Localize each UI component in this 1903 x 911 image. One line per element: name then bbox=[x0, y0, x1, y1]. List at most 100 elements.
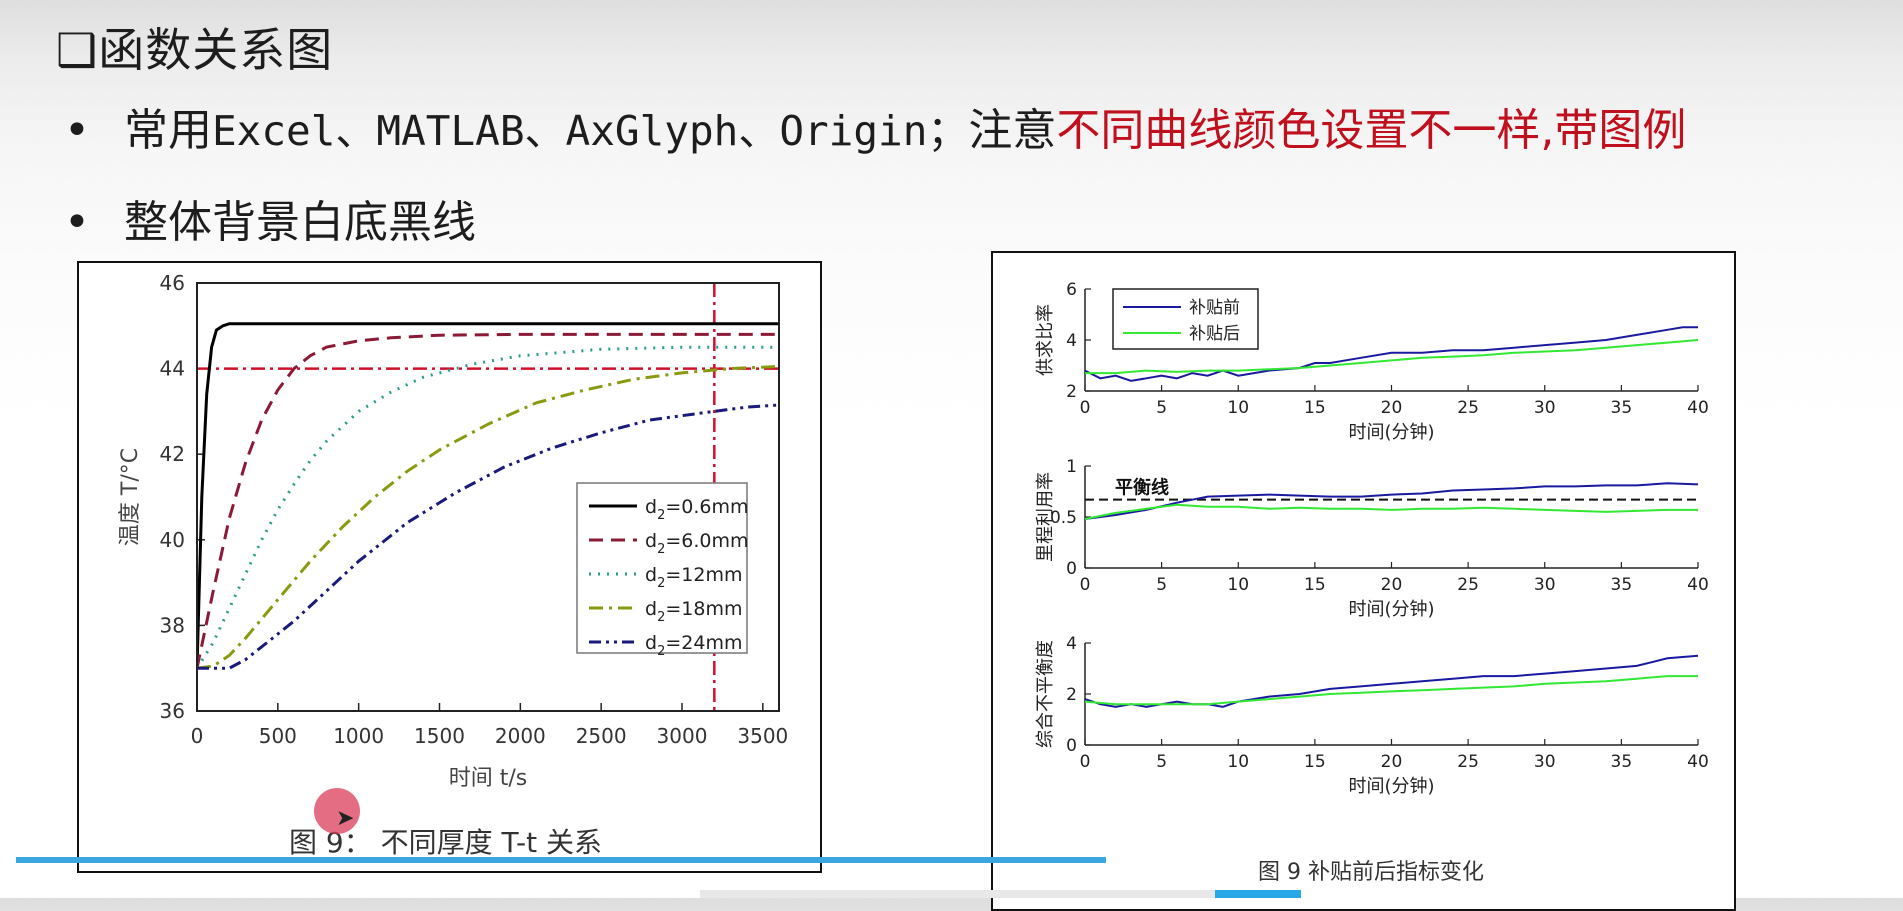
x-tick-label: 40 bbox=[1687, 575, 1709, 595]
series-line-1 bbox=[197, 322, 779, 669]
y-tick-label: 4 bbox=[1066, 331, 1077, 351]
series-line-1 bbox=[1084, 654, 1699, 708]
pointer-icon: ➤ bbox=[336, 806, 355, 831]
legend-label: 补贴前 bbox=[1189, 298, 1240, 318]
series-line-2 bbox=[1084, 675, 1698, 706]
x-tick-label: 3500 bbox=[737, 724, 788, 748]
x-tick-label: 500 bbox=[259, 724, 297, 748]
bullet-dot: • bbox=[64, 105, 90, 156]
title-text: 函数关系图 bbox=[98, 23, 334, 77]
x-tick-label: 25 bbox=[1457, 398, 1479, 418]
x-tick-label: 2500 bbox=[576, 724, 627, 748]
x-tick-label: 10 bbox=[1227, 575, 1249, 595]
x-tick-label: 40 bbox=[1687, 398, 1709, 418]
x-tick-label: 30 bbox=[1534, 398, 1556, 418]
x-tick-label: 5 bbox=[1156, 575, 1167, 595]
x-tick-label: 15 bbox=[1304, 752, 1326, 772]
x-tick-label: 10 bbox=[1227, 398, 1249, 418]
temperature-chart: 0 500 1000 1500 2000 2500 3000 3500 36 38 40 42 44 46… bbox=[118, 271, 788, 791]
slide-title: ❑函数关系图 bbox=[56, 14, 333, 80]
x-tick-label: 30 bbox=[1534, 575, 1556, 595]
x-tick-label: 0 bbox=[1080, 575, 1091, 595]
x-tick-label: 25 bbox=[1457, 575, 1479, 595]
x-axis-label: 时间(分钟) bbox=[1348, 422, 1434, 443]
series-line-5 bbox=[197, 403, 779, 670]
bullet-background: • 整体背景白底黑线 bbox=[64, 186, 476, 250]
bullet2-text: 整体背景白底黑线 bbox=[124, 197, 476, 248]
y-tick-label: 0 bbox=[1066, 736, 1077, 756]
bottom-scroll-track[interactable] bbox=[700, 890, 1300, 898]
legend-box bbox=[576, 482, 748, 654]
y-tick-label: 46 bbox=[160, 271, 185, 295]
x-tick-label: 25 bbox=[1457, 752, 1479, 772]
x-tick-label: 35 bbox=[1611, 398, 1633, 418]
x-tick-label: 35 bbox=[1611, 575, 1633, 595]
bullet-tools: • 常用Excel、MATLAB、AxGlyph、Origin；注意不同曲线颜色设… bbox=[64, 94, 1686, 158]
subsidy-chart-panel: 0 5 10 15 20 25 30 35 40 2 4 6 时间(分钟) 供求比率 补贴前 补贴后 0 5 10 1… bbox=[991, 251, 1736, 911]
legend-label: 补贴后 bbox=[1189, 324, 1240, 344]
plot-frame bbox=[196, 282, 780, 712]
x-tick-label: 10 bbox=[1227, 752, 1249, 772]
x-tick-label: 0 bbox=[191, 724, 204, 748]
bullet1-mid: 注意 bbox=[968, 105, 1057, 156]
x-tick-label: 20 bbox=[1381, 398, 1403, 418]
x-tick-label: 0 bbox=[1080, 398, 1091, 418]
cursor-highlight bbox=[314, 788, 360, 834]
x-axis-label: 时间(分钟) bbox=[1348, 776, 1434, 797]
x-tick-label: 20 bbox=[1381, 752, 1403, 772]
y-tick-label: 4 bbox=[1066, 634, 1077, 654]
series-line-1 bbox=[1084, 326, 1698, 382]
y-tick-label: 0 bbox=[1066, 559, 1077, 579]
video-progress-bar[interactable] bbox=[16, 857, 1106, 863]
bottom-scroll-thumb[interactable] bbox=[1215, 890, 1301, 898]
y-axis-label: 综合不平衡度 bbox=[1035, 640, 1056, 748]
series-line-4 bbox=[197, 365, 779, 670]
y-axis-label: 温度 T/°C bbox=[118, 448, 143, 546]
x-axis-label: 时间(分钟) bbox=[1348, 599, 1434, 620]
y-tick-label: 42 bbox=[160, 442, 185, 466]
bullet1-red-note: 不同曲线颜色设置不一样,带图例 bbox=[1056, 105, 1687, 156]
series-line-2 bbox=[1085, 339, 1699, 375]
x-tick-label: 5 bbox=[1156, 752, 1167, 772]
legend-label: d2=6.0mm bbox=[645, 530, 749, 557]
legend-label: d2=12mm bbox=[645, 564, 742, 591]
subsidy-chart-caption: 图 9 补贴前后指标变化 bbox=[1258, 860, 1484, 885]
series-line-1 bbox=[1084, 482, 1699, 520]
x-tick-label: 5 bbox=[1156, 398, 1167, 418]
series-line-3 bbox=[197, 345, 779, 669]
legend-label: d2=18mm bbox=[645, 598, 742, 625]
y-tick-label: 2 bbox=[1066, 685, 1077, 705]
x-tick-label: 35 bbox=[1611, 752, 1633, 772]
y-tick-label: 38 bbox=[160, 613, 185, 637]
bullet1-prefix: 常用 bbox=[124, 105, 212, 156]
legend-label: d2=24mm bbox=[645, 632, 742, 659]
x-tick-label: 20 bbox=[1381, 575, 1403, 595]
y-axis-label: 供求比率 bbox=[1035, 304, 1056, 376]
x-tick-label: 2000 bbox=[495, 724, 546, 748]
x-tick-label: 0 bbox=[1080, 752, 1091, 772]
x-tick-label: 15 bbox=[1304, 398, 1326, 418]
x-tick-label: 1000 bbox=[333, 724, 384, 748]
series-line-2 bbox=[197, 332, 779, 669]
bullet1-tools: Excel、MATLAB、AxGlyph、Origin； bbox=[212, 107, 969, 155]
y-tick-label: 44 bbox=[160, 357, 185, 381]
x-tick-label: 15 bbox=[1304, 575, 1326, 595]
legend-label: d2=0.6mm bbox=[645, 496, 749, 523]
x-tick-label: 30 bbox=[1534, 752, 1556, 772]
balance-line-label: 平衡线 bbox=[1115, 477, 1169, 499]
y-tick-label: 40 bbox=[160, 528, 185, 552]
x-tick-label: 40 bbox=[1687, 752, 1709, 772]
y-tick-label: 1 bbox=[1066, 457, 1077, 477]
title-marker: ❑ bbox=[56, 23, 99, 77]
x-axis-label: 时间 t/s bbox=[449, 766, 528, 791]
y-tick-label: 6 bbox=[1066, 280, 1077, 300]
y-axis-label: 里程利用率 bbox=[1035, 472, 1056, 562]
bullet-dot: • bbox=[64, 197, 90, 248]
temperature-chart-panel: 0 500 1000 1500 2000 2500 3000 3500 36 38 40 42 44 46… bbox=[77, 261, 822, 873]
y-tick-label: 0.5 bbox=[1050, 508, 1077, 528]
x-tick-label: 1500 bbox=[414, 724, 465, 748]
series-line-2 bbox=[1084, 503, 1698, 520]
y-tick-label: 36 bbox=[160, 699, 185, 723]
legend-box bbox=[1112, 288, 1259, 350]
